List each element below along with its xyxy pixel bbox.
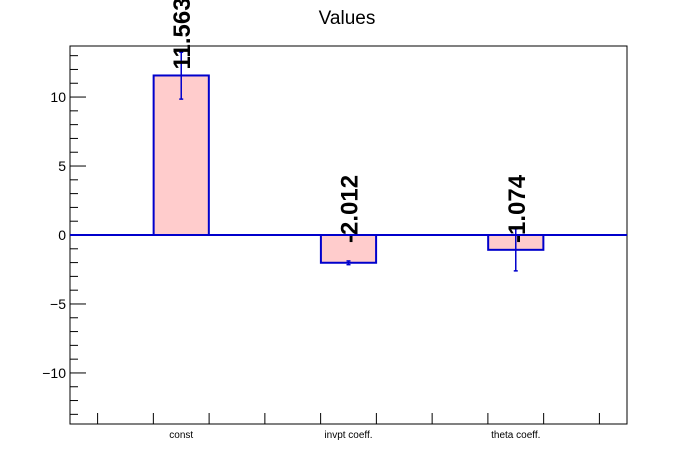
value-label: -2.012 [337, 175, 364, 243]
y-tick-label: 5 [58, 158, 66, 174]
x-tick-label: invpt coeff. [324, 430, 372, 441]
y-tick-label: −10 [42, 365, 66, 381]
value-label: 11.563 [169, 0, 196, 69]
x-tick-label: theta coeff. [491, 430, 540, 441]
plot-area: −10 −5 0 5 10 11.563 const -2.012 invpt coeff. -1… [42, 0, 628, 441]
x-tick-label: const [169, 430, 193, 441]
y-tick-label: 0 [58, 227, 66, 243]
chart-title: Values [319, 8, 376, 29]
value-label: -1.074 [504, 174, 531, 243]
y-tick-label: 10 [50, 89, 66, 105]
y-tick-label: −5 [50, 296, 66, 312]
bar [152, 74, 210, 236]
